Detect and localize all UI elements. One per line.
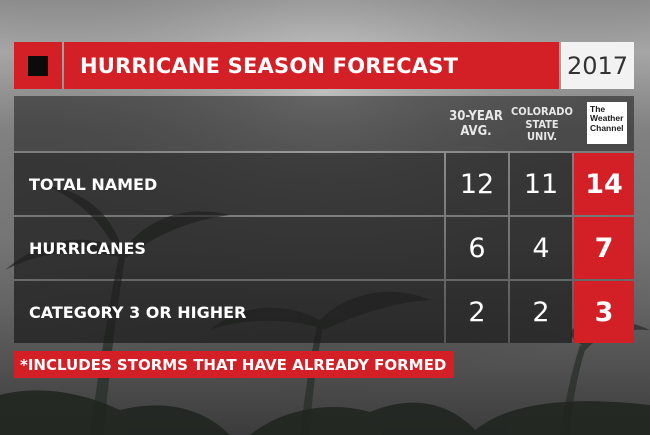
logo-badge (14, 42, 62, 89)
value-30-year-avg: 6 (446, 217, 508, 279)
value-weather-channel: 3 (574, 281, 634, 343)
forecast-table: 30-YEAR AVG. COLORADO STATE UNIV. The Weathe… (14, 96, 634, 343)
column-header-30-year-avg: 30-YEAR AVG. (449, 109, 503, 139)
value-colorado-state: 2 (510, 281, 572, 343)
table-row: CATEGORY 3 OR HIGHER 2 2 3 (14, 281, 634, 343)
weather-channel-logo: The Weather Channel (587, 102, 627, 144)
table-header-row (14, 96, 634, 151)
row-label: HURRICANES (14, 217, 444, 279)
year-label: 2017 (561, 42, 634, 89)
square-logo-icon (28, 55, 48, 76)
page-title: HURRICANE SEASON FORECAST (64, 42, 559, 89)
value-30-year-avg: 2 (446, 281, 508, 343)
value-30-year-avg: 12 (446, 153, 508, 215)
table-row: TOTAL NAMED 12 11 14 (14, 153, 634, 215)
value-weather-channel: 14 (574, 153, 634, 215)
row-label: TOTAL NAMED (14, 153, 444, 215)
value-colorado-state: 4 (510, 217, 572, 279)
title-bar: HURRICANE SEASON FORECAST 2017 (14, 42, 634, 89)
value-weather-channel: 7 (574, 217, 634, 279)
value-colorado-state: 11 (510, 153, 572, 215)
table-row: HURRICANES 6 4 7 (14, 217, 634, 279)
column-header-colorado-state: COLORADO STATE UNIV. (511, 105, 573, 144)
footnote: *INCLUDES STORMS THAT HAVE ALREADY FORME… (14, 351, 455, 378)
row-label: CATEGORY 3 OR HIGHER (14, 281, 444, 343)
